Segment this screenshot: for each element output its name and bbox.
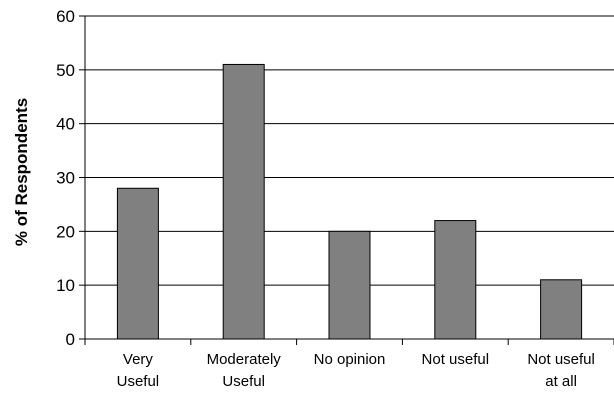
bar-2: [328, 230, 371, 340]
bar-1: [222, 63, 265, 340]
bar-3: [434, 220, 477, 340]
x-category-label-0-line-0: Very: [123, 351, 154, 368]
x-category-label-3: Not useful: [422, 351, 490, 368]
x-category-label-4: Not useful at all: [527, 351, 595, 390]
gridlines: [85, 15, 614, 286]
x-category-label-1-line-0: Moderately: [207, 351, 282, 368]
x-category-label-1: Moderately Useful: [207, 351, 282, 390]
y-tick-label-10: 10: [56, 276, 75, 295]
y-tick-label-0: 0: [66, 330, 75, 349]
x-category-label-0-line-1: Useful: [117, 373, 160, 390]
bar-4: [540, 279, 583, 340]
x-category-label-2-line-0: No opinion: [314, 351, 386, 368]
y-tick-label-60: 60: [56, 7, 75, 26]
y-tick-label-30: 30: [56, 169, 75, 188]
bar-0: [116, 187, 159, 340]
y-tick-label-50: 50: [56, 61, 75, 80]
bars: [116, 63, 583, 340]
x-category-label-0: Very Useful: [117, 351, 160, 390]
axes: [79, 15, 614, 345]
y-axis-title: % of Respondents: [12, 98, 31, 246]
y-tick-label-40: 40: [56, 115, 75, 134]
x-category-labels: Very Useful Moderately Useful No opinion Not …: [117, 351, 595, 390]
x-category-label-4-line-0: Not useful: [527, 351, 595, 368]
x-category-label-1-line-1: Useful: [222, 373, 265, 390]
x-category-label-4-line-1: at all: [545, 373, 577, 390]
y-tick-labels: 0 10 20 30 40 50 60: [56, 7, 75, 349]
x-category-label-3-line-0: Not useful: [422, 351, 490, 368]
x-category-label-2: No opinion: [314, 351, 386, 368]
y-tick-label-20: 20: [56, 222, 75, 241]
